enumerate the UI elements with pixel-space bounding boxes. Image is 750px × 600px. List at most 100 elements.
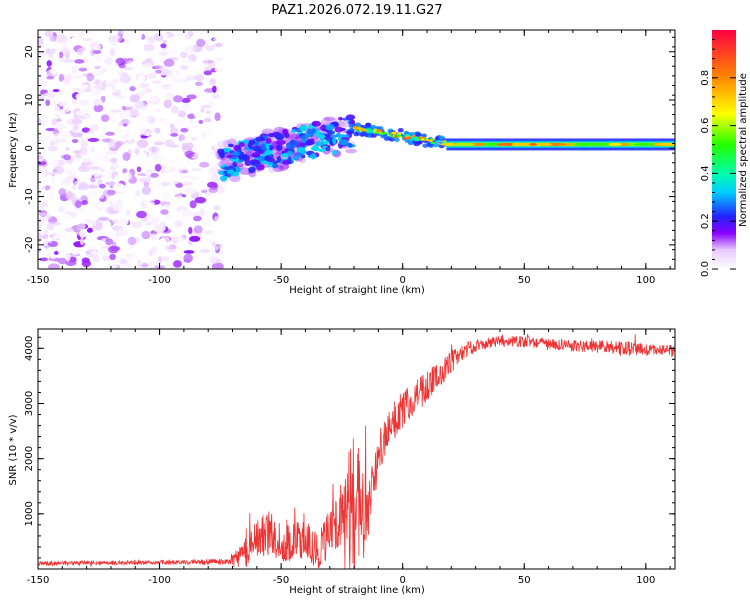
transition-cell (327, 131, 334, 135)
noise-cell (215, 35, 225, 43)
noise-cell (201, 130, 207, 139)
transition-cell (332, 137, 337, 145)
steady-tone-cell (632, 143, 655, 146)
noise-cell (160, 43, 167, 49)
noise-cell (180, 64, 189, 70)
noise-cell (211, 100, 224, 104)
noise-cell (100, 89, 106, 97)
x-tick-label: 100 (636, 275, 655, 286)
noise-cell (160, 181, 171, 187)
noise-cell (185, 186, 197, 195)
noise-cell (54, 250, 59, 255)
noise-cell (91, 250, 101, 255)
noise-cell (95, 79, 101, 85)
noise-cell (101, 160, 109, 170)
noise-cell (65, 105, 70, 113)
transition-cell (264, 149, 274, 155)
noise-cell (152, 153, 159, 160)
noise-cell (63, 79, 70, 86)
noise-cell (134, 147, 141, 156)
noise-cell (195, 179, 202, 186)
noise-cell (127, 236, 137, 246)
noise-cell (178, 168, 184, 175)
noise-cell (46, 173, 53, 182)
y-tick-label: 10 (24, 94, 35, 107)
noise-cell (101, 68, 109, 73)
transition-halo (217, 160, 231, 168)
noise-cell (115, 129, 125, 134)
transition-cell (334, 126, 343, 133)
noise-cell (131, 219, 143, 229)
colorbar-tick-label: 0.8 (700, 70, 711, 86)
noise-cell (161, 256, 170, 262)
noise-cell (178, 110, 187, 118)
noise-cell (118, 258, 128, 265)
noise-cell (55, 123, 67, 130)
y-tick-label: -10 (24, 188, 35, 204)
noise-cell (136, 74, 146, 83)
noise-cell (108, 259, 118, 269)
noise-cell (198, 91, 204, 95)
transition-halo (288, 133, 300, 140)
transition-cell (291, 129, 296, 133)
transition-cell (280, 153, 289, 157)
noise-cell (71, 118, 83, 125)
noise-cell (45, 99, 51, 107)
figure-title: PAZ1.2026.072.19.11.G27 (271, 3, 442, 18)
transition-cell (249, 146, 259, 150)
noise-cell (39, 147, 51, 156)
noise-cell (211, 173, 222, 182)
noise-cell (101, 126, 109, 134)
noise-cell (191, 147, 197, 151)
noise-cell (170, 105, 179, 114)
noise-cell (78, 67, 88, 72)
noise-cell (38, 160, 47, 166)
converging-cell (420, 138, 425, 141)
transition-cell (312, 144, 319, 152)
transition-halo (286, 132, 300, 140)
noise-cell (50, 66, 57, 75)
spectrogram-frame (37, 29, 676, 270)
colorbar-label: Normalized spectral amplitude (738, 73, 749, 227)
noise-cell (52, 221, 62, 226)
noise-cell (212, 85, 217, 93)
noise-cell (38, 77, 45, 85)
noise-cell (98, 243, 103, 250)
transition-cell (238, 142, 245, 147)
noise-cell (98, 247, 110, 256)
transition-cell (319, 134, 326, 139)
noise-cell (211, 93, 221, 100)
noise-cell (38, 166, 48, 172)
noise-cell (78, 137, 90, 144)
noise-cell (52, 233, 65, 240)
snr-ylabel: SNR (10 * v/v) (8, 414, 19, 485)
noise-cell (143, 43, 155, 52)
y-tick-label: 3000 (24, 391, 35, 416)
noise-cell (101, 220, 112, 229)
converging-cell (429, 138, 435, 141)
noise-cell (58, 108, 66, 117)
transition-cell (325, 124, 335, 131)
noise-cell (214, 112, 221, 121)
noise-cell (79, 146, 88, 155)
noise-cell (57, 257, 68, 265)
noise-cell (41, 68, 47, 75)
noise-cell (138, 115, 149, 122)
noise-cell (38, 154, 44, 160)
converging-cell (391, 132, 397, 135)
steady-tone-cell (537, 143, 553, 146)
transition-cell (252, 151, 261, 158)
noise-cell (163, 58, 175, 67)
snr-series-line (38, 333, 675, 569)
noise-cell (161, 163, 168, 167)
transition-cell (275, 139, 286, 146)
noise-cell (149, 162, 155, 170)
transition-halo (225, 140, 238, 145)
noise-cell (75, 110, 87, 116)
noise-cell (154, 163, 162, 172)
noise-cell (79, 208, 91, 215)
noise-cell (76, 222, 86, 231)
noise-cell (44, 30, 55, 38)
noise-cell (162, 169, 173, 179)
